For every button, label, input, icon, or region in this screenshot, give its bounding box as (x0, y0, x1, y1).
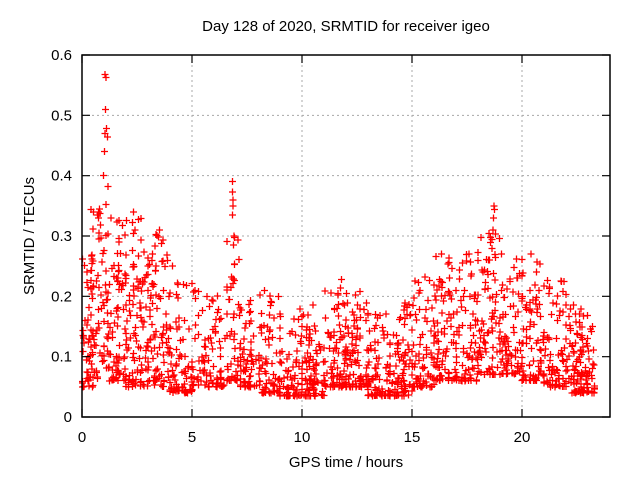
chart-title: Day 128 of 2020, SRMTID for receiver ige… (202, 18, 490, 35)
x-tick-label: 10 (294, 429, 311, 446)
scatter-points (79, 71, 598, 400)
y-tick-label: 0 (64, 409, 72, 426)
x-tick-label: 0 (78, 429, 86, 446)
x-tick-label: 20 (514, 429, 531, 446)
y-tick-label: 0.3 (51, 228, 72, 245)
y-axis-label: SRMTID / TECUs (21, 177, 38, 295)
y-tick-label: 0.1 (51, 349, 72, 366)
x-axis-label: GPS time / hours (289, 454, 403, 471)
major-gridlines (82, 55, 610, 417)
x-tick-label: 15 (404, 429, 421, 446)
y-tick-label: 0.5 (51, 107, 72, 124)
y-tick-label: 0.6 (51, 47, 72, 64)
scatter-points-layer (79, 71, 598, 400)
grid-lines (82, 55, 610, 417)
x-tick-label: 5 (188, 429, 196, 446)
plot-border (81, 54, 611, 418)
y-tick-label: 0.2 (51, 288, 72, 305)
y-tick-label: 0.4 (51, 168, 72, 185)
tick-labels: 0 5 10 15 20 0 0.1 0.2 0.3 0.4 0.5 0.6 (51, 47, 530, 446)
